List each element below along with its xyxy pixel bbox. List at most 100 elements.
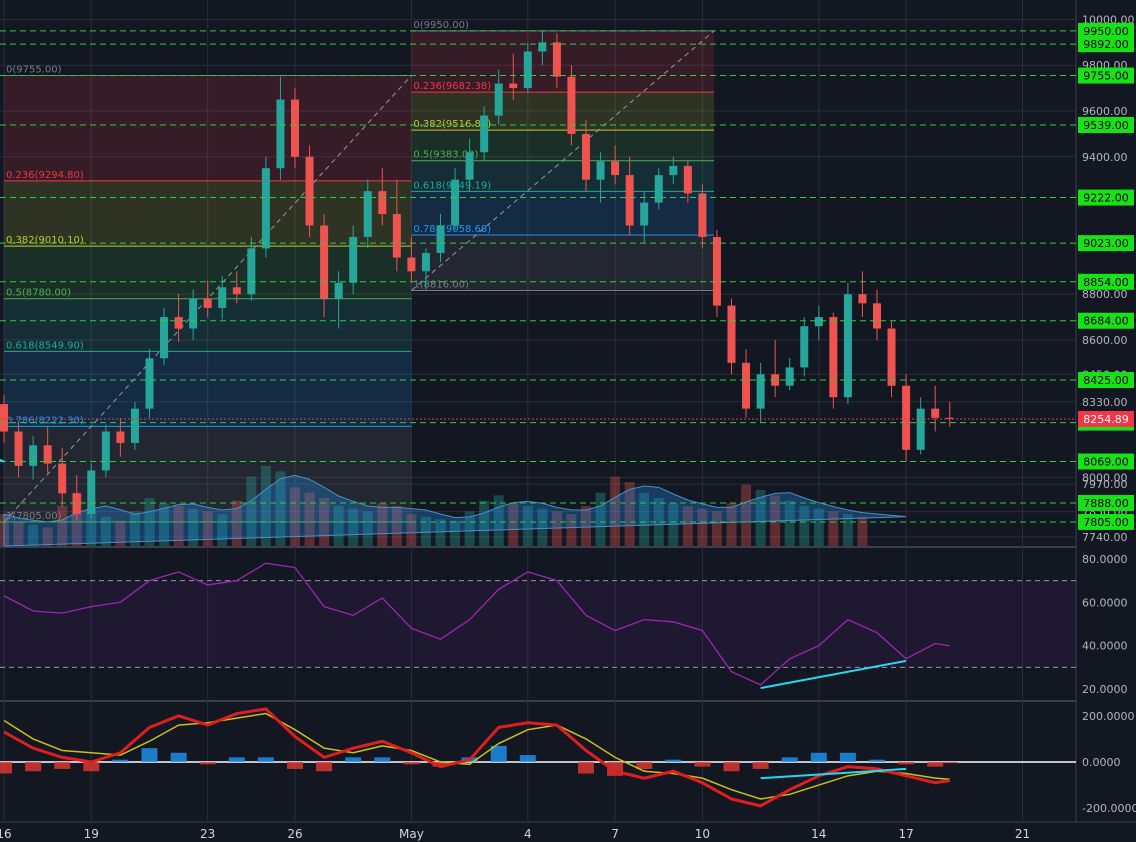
price-tick-label: 8600.00 [1082,334,1128,347]
macd-histogram-bar [316,762,333,772]
macd-histogram-bar [83,762,100,772]
candle-body [14,431,23,466]
fib-level-label: 0.786(9058.68) [413,224,491,235]
candlesticks[interactable] [0,30,954,521]
candle-body [421,252,430,272]
volume-bar [86,508,97,546]
macd-tick-label: 200.0000 [1082,710,1135,723]
volume-ma-area [3,474,907,547]
macd-pane[interactable]: 200.0000 0.0000 -200.0000 [0,707,1136,815]
volume-bar [653,498,664,546]
level-badge-label: 9222.00 [1083,192,1129,205]
candle-body [291,99,299,157]
macd-histogram-bar [0,762,12,774]
level-badge [1078,453,1134,470]
candle-body [858,294,867,304]
volume-bar [566,514,577,546]
macd-signal-line [3,712,950,800]
candle-body [43,445,52,464]
volume-bar [159,503,170,546]
macd-histogram-bar [941,762,958,764]
volume-bar [13,522,24,546]
candle-body [436,225,445,253]
volume-bar [231,500,242,546]
level-badge [1078,372,1134,389]
time-tick-label: 10 [695,827,710,841]
macd-line [3,707,950,808]
candle-body [232,287,241,295]
candle-body [494,83,503,116]
divergence-lines[interactable] [0,423,907,780]
candle-body [509,83,518,89]
candle-body [727,305,736,363]
volume-bar [391,506,402,546]
candle-body [640,202,649,226]
volume-bar [173,506,184,546]
volume-bar [188,508,199,546]
time-tick-label: 23 [200,827,215,841]
fib-level-label: 0.236(9682.38) [413,81,491,92]
fib-zone [411,234,715,291]
macd-histogram-bar [781,757,798,762]
level-badge [1078,513,1134,530]
macd-histogram-bar [927,762,944,767]
candle-body [407,257,416,272]
candle-body [698,193,707,237]
fib-zone [411,92,715,131]
volume-bar [464,511,475,546]
level-badge [1078,67,1134,84]
candle-body [58,463,67,494]
price-axis[interactable]: 10000.009800.009600.009400.008800.008600… [1078,13,1135,544]
macd-divergence-line [760,767,907,780]
volume-bar [260,466,271,546]
volume-bar [697,508,708,546]
candle-body [320,225,329,299]
macd-histogram-bar [869,759,885,762]
macd-histogram-bar [287,762,303,769]
level-badge-label: 9539.00 [1083,119,1129,132]
macd-histogram-bar [199,762,216,765]
level-badge [1078,312,1134,329]
price-tick-label: 8330.00 [1082,396,1128,409]
macd-histogram-bar [636,762,653,769]
candle-body [145,358,154,409]
volume-bar [450,520,461,546]
candle-body [378,191,387,215]
volume-bar [522,506,533,546]
candle-body [72,493,81,514]
fib-level-label: 0.236(9294.80) [6,170,84,181]
candle-body [829,317,838,398]
rsi-tick-label: 40.0000 [1082,640,1128,653]
volume-bar [202,511,213,546]
time-tick-label: 17 [898,827,913,841]
candle-body [625,175,634,226]
level-badge [1078,22,1134,39]
volume-bar [275,471,286,546]
volume-bar [551,511,562,546]
time-tick-label: 21 [1015,827,1030,841]
volume-bar [682,506,693,546]
macd-tick-label: -200.0000 [1082,802,1136,815]
volume-bar [362,511,373,546]
fib-zone [4,75,412,181]
level-badge-label: 9892.00 [1083,38,1129,51]
candle-body [654,175,663,203]
candle-body [0,404,8,432]
horizontal-levels[interactable] [0,30,1076,523]
candle-body [480,115,489,153]
rsi-divergence-line [760,659,907,690]
time-axis[interactable]: 16 19 23 26 May 4 7 10 14 17 21 [0,827,1030,841]
candle-body [683,165,692,194]
time-tick-label: 26 [287,827,302,841]
candle-body [873,303,881,329]
rsi-line [3,562,950,686]
candle-body [203,298,212,308]
candle-body [276,99,285,169]
macd-histogram-bar [112,759,129,762]
rsi-pane[interactable]: 80.0000 60.0000 40.0000 20.0000 [0,553,1128,696]
fib-level-label: 0.5(8780.00) [6,288,71,299]
volume-bar [842,514,853,546]
candle-body [931,408,940,418]
price-tick-label: 8800.00 [1082,288,1128,301]
